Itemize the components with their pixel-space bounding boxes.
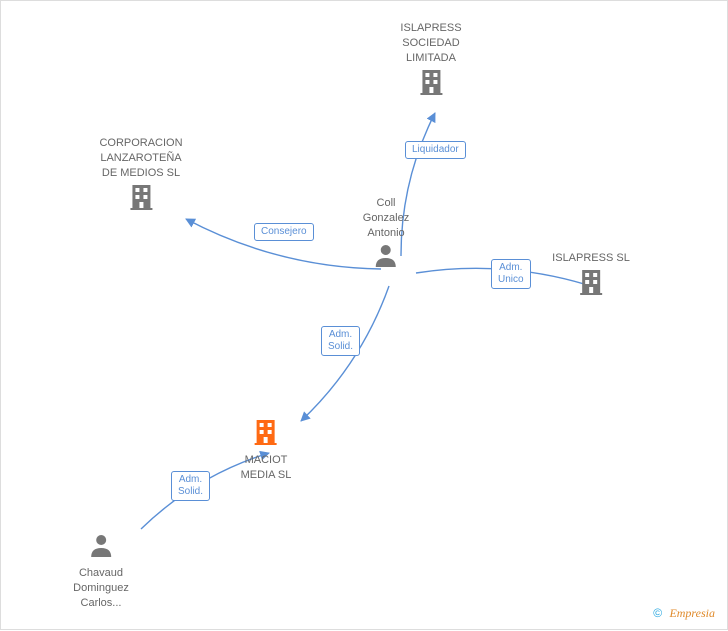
node-label: CORPORACION LANZAROTEÑA DE MEDIOS SL: [99, 136, 182, 181]
copyright-symbol: ©: [653, 606, 662, 620]
node-label: ISLAPRESS SOCIEDAD LIMITADA: [400, 21, 461, 66]
node-coll[interactable]: Coll Gonzalez Antonio: [363, 196, 409, 276]
company-icon: [126, 181, 156, 216]
node-label: Chavaud Dominguez Carlos...: [73, 566, 129, 611]
node-corporacion[interactable]: CORPORACION LANZAROTEÑA DE MEDIOS SL: [99, 136, 182, 218]
edge-label: Adm. Unico: [491, 259, 531, 289]
edge-label: Liquidador: [405, 141, 466, 159]
company-icon: [576, 266, 606, 301]
node-islapress_sl[interactable]: ISLAPRESS SL: [552, 251, 630, 303]
edge-label: Adm. Solid.: [321, 326, 360, 356]
person-icon: [87, 531, 115, 564]
node-label: ISLAPRESS SL: [552, 251, 630, 266]
node-label: MACIOT MEDIA SL: [241, 453, 292, 483]
edge-label: Consejero: [254, 223, 314, 241]
company-icon: [251, 416, 281, 451]
brand-name: Empresia: [669, 606, 715, 620]
company-icon: [416, 66, 446, 101]
watermark: © Empresia: [653, 606, 715, 621]
edge-label: Adm. Solid.: [171, 471, 210, 501]
person-icon: [372, 241, 400, 274]
node-label: Coll Gonzalez Antonio: [363, 196, 409, 241]
node-islapress_soc[interactable]: ISLAPRESS SOCIEDAD LIMITADA: [400, 21, 461, 103]
node-maciot[interactable]: MACIOT MEDIA SL: [241, 416, 292, 483]
node-chavaud[interactable]: Chavaud Dominguez Carlos...: [73, 531, 129, 611]
